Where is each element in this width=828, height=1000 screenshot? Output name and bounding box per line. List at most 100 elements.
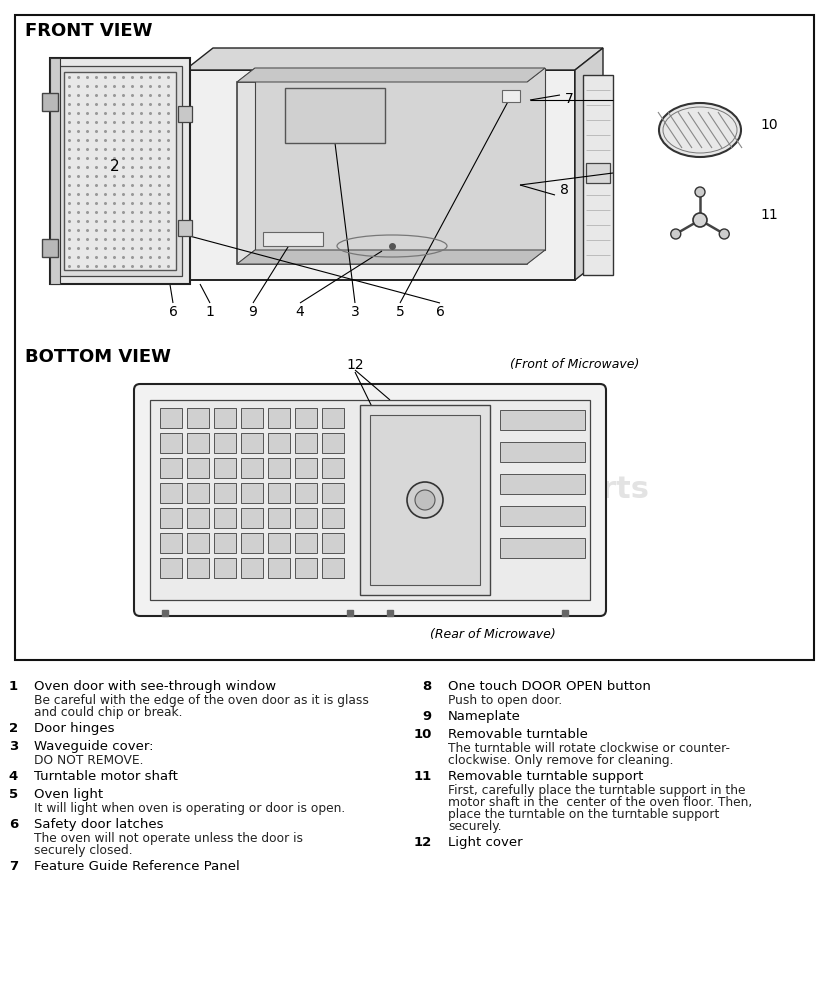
Bar bbox=[187, 508, 209, 528]
Bar bbox=[321, 408, 344, 428]
Bar bbox=[160, 558, 182, 578]
Bar bbox=[499, 474, 585, 494]
Text: Safety door latches: Safety door latches bbox=[34, 818, 163, 831]
Bar bbox=[214, 558, 236, 578]
Text: Be careful with the edge of the oven door as it is glass: Be careful with the edge of the oven doo… bbox=[34, 694, 368, 707]
Polygon shape bbox=[237, 68, 544, 82]
Polygon shape bbox=[185, 48, 602, 70]
Bar bbox=[321, 483, 344, 503]
Text: Nameplate: Nameplate bbox=[447, 710, 520, 723]
Bar bbox=[295, 408, 316, 428]
Text: BOTTOM VIEW: BOTTOM VIEW bbox=[25, 348, 171, 366]
Text: 5: 5 bbox=[9, 788, 18, 801]
Text: 10: 10 bbox=[413, 728, 431, 741]
Bar bbox=[582, 75, 612, 275]
Bar bbox=[178, 106, 192, 122]
Bar bbox=[42, 93, 58, 111]
Bar bbox=[50, 58, 60, 284]
Text: 8: 8 bbox=[422, 680, 431, 693]
Bar bbox=[502, 90, 519, 102]
Text: Oven door with see-through window: Oven door with see-through window bbox=[34, 680, 276, 693]
Text: 4: 4 bbox=[9, 770, 18, 783]
Bar bbox=[214, 433, 236, 453]
Text: 9: 9 bbox=[422, 710, 431, 723]
Bar bbox=[295, 508, 316, 528]
Circle shape bbox=[670, 229, 680, 239]
Text: 2: 2 bbox=[9, 722, 18, 735]
Text: and could chip or break.: and could chip or break. bbox=[34, 706, 182, 719]
Text: The turntable will rotate clockwise or counter-: The turntable will rotate clockwise or c… bbox=[447, 742, 729, 755]
Bar bbox=[285, 88, 384, 143]
Text: 6: 6 bbox=[168, 305, 177, 319]
Bar bbox=[267, 483, 290, 503]
Text: Door hinges: Door hinges bbox=[34, 722, 114, 735]
Bar bbox=[295, 433, 316, 453]
Bar bbox=[187, 558, 209, 578]
Bar bbox=[150, 400, 590, 600]
Text: FRONT VIEW: FRONT VIEW bbox=[25, 22, 152, 40]
Text: 7: 7 bbox=[565, 92, 573, 106]
Bar bbox=[241, 483, 262, 503]
Text: It will light when oven is operating or door is open.: It will light when oven is operating or … bbox=[34, 802, 344, 815]
Bar bbox=[187, 483, 209, 503]
Bar bbox=[185, 70, 575, 280]
Text: (Rear of Microwave): (Rear of Microwave) bbox=[430, 628, 555, 641]
Text: 1: 1 bbox=[205, 305, 214, 319]
Bar bbox=[160, 433, 182, 453]
Bar bbox=[237, 82, 527, 264]
Bar bbox=[359, 405, 489, 595]
Text: 9: 9 bbox=[248, 305, 258, 319]
Bar bbox=[214, 483, 236, 503]
Bar bbox=[262, 232, 323, 246]
Text: Oven light: Oven light bbox=[34, 788, 103, 801]
Text: 2: 2 bbox=[110, 159, 120, 174]
Polygon shape bbox=[575, 48, 602, 280]
Bar bbox=[267, 408, 290, 428]
Text: 4: 4 bbox=[296, 305, 304, 319]
Text: securely.: securely. bbox=[447, 820, 501, 833]
Bar bbox=[160, 408, 182, 428]
Bar bbox=[160, 508, 182, 528]
Bar bbox=[321, 558, 344, 578]
Bar bbox=[214, 458, 236, 478]
Text: 5: 5 bbox=[395, 305, 404, 319]
Polygon shape bbox=[185, 58, 190, 284]
Bar bbox=[295, 458, 316, 478]
Bar bbox=[187, 433, 209, 453]
Text: Removable turntable support: Removable turntable support bbox=[447, 770, 643, 783]
Text: 10: 10 bbox=[759, 118, 777, 132]
Bar bbox=[267, 558, 290, 578]
Bar bbox=[241, 458, 262, 478]
Bar bbox=[241, 533, 262, 553]
Text: 7: 7 bbox=[9, 860, 18, 873]
Text: First, carefully place the turntable support in the: First, carefully place the turntable sup… bbox=[447, 784, 744, 797]
Bar bbox=[187, 533, 209, 553]
Bar bbox=[241, 408, 262, 428]
Bar bbox=[214, 508, 236, 528]
FancyBboxPatch shape bbox=[134, 384, 605, 616]
Bar bbox=[214, 408, 236, 428]
Text: (Front of Microwave): (Front of Microwave) bbox=[509, 358, 638, 371]
Bar bbox=[241, 558, 262, 578]
Text: Waveguide cover:: Waveguide cover: bbox=[34, 740, 153, 753]
Polygon shape bbox=[255, 68, 544, 250]
Bar bbox=[214, 533, 236, 553]
Circle shape bbox=[694, 187, 704, 197]
Text: 6: 6 bbox=[435, 305, 444, 319]
Text: DO NOT REMOVE.: DO NOT REMOVE. bbox=[34, 754, 143, 767]
Bar bbox=[160, 533, 182, 553]
Bar bbox=[295, 533, 316, 553]
Text: 6: 6 bbox=[9, 818, 18, 831]
Bar bbox=[50, 58, 190, 284]
Text: http://www.appliancefactoryparts.com: http://www.appliancefactoryparts.com bbox=[295, 515, 508, 525]
Text: 11: 11 bbox=[759, 208, 777, 222]
Text: 12: 12 bbox=[346, 358, 363, 372]
Polygon shape bbox=[237, 250, 544, 264]
Text: 3: 3 bbox=[9, 740, 18, 753]
Text: The oven will not operate unless the door is: The oven will not operate unless the doo… bbox=[34, 832, 303, 845]
Bar bbox=[42, 239, 58, 257]
Bar bbox=[267, 458, 290, 478]
Bar bbox=[160, 458, 182, 478]
Bar bbox=[15, 15, 813, 660]
Bar bbox=[241, 508, 262, 528]
